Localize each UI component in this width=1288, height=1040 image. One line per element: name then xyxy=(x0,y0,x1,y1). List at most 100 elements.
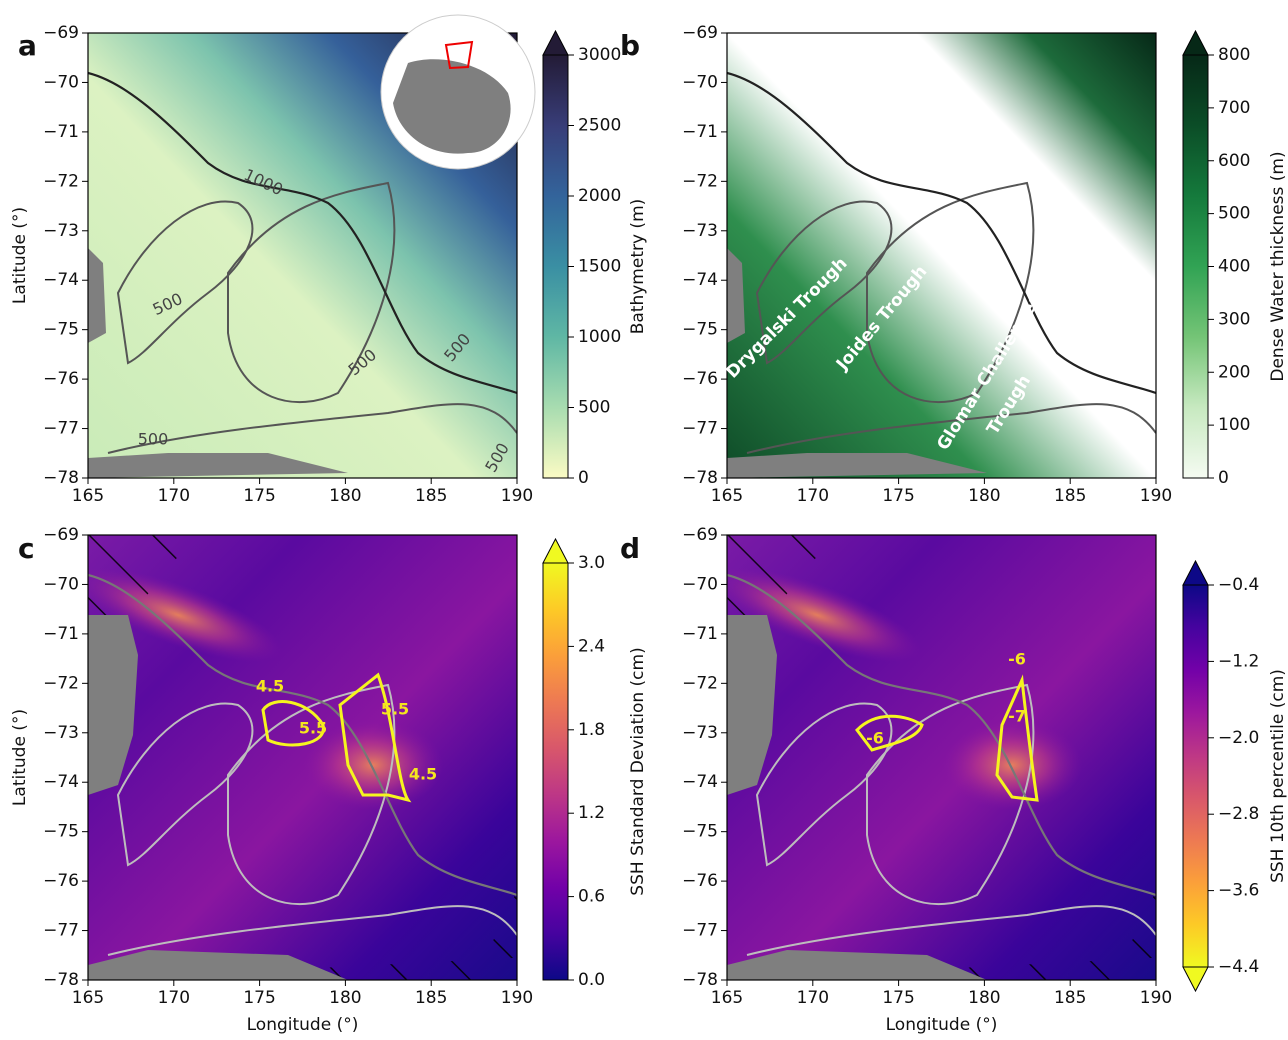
inset-box xyxy=(444,40,474,70)
x-tick-label: 170 xyxy=(797,486,829,506)
x-tick-label: 175 xyxy=(882,988,914,1008)
colorbar-tick-label: −2.0 xyxy=(1218,728,1259,748)
colorbar-tick-label: 1500 xyxy=(578,257,621,277)
colorbar-tick-label: 0 xyxy=(1218,468,1229,488)
frame xyxy=(87,534,518,981)
x-tick-label: 190 xyxy=(1140,486,1172,506)
colorbar-tick-label: 0.0 xyxy=(578,970,605,990)
map-body xyxy=(88,535,517,980)
colorbar-tick-label: 0.6 xyxy=(578,887,605,907)
x-tick-label: 185 xyxy=(1054,486,1086,506)
x-tick-label: 185 xyxy=(415,988,447,1008)
map-body xyxy=(727,33,1156,478)
colorbar-tick-label: 2000 xyxy=(578,186,621,206)
y-tick-label: −71 xyxy=(682,122,718,142)
colorbar-tick-label: 3.0 xyxy=(578,553,605,573)
map-background xyxy=(727,33,1156,478)
ssh-hotspot xyxy=(942,720,1082,810)
x-axis-label: Longitude (°) xyxy=(247,1015,359,1035)
yellow-contour xyxy=(995,674,1039,802)
x-axis-label: Longitude (°) xyxy=(886,1015,998,1035)
y-tick-label: −77 xyxy=(43,419,79,439)
y-tick-label: −74 xyxy=(682,270,718,290)
y-tick-label: −71 xyxy=(43,624,79,644)
colorbar-extend xyxy=(1182,966,1209,993)
y-tick-label: −76 xyxy=(682,871,718,891)
x-tick-label: 165 xyxy=(72,988,104,1008)
y-tick-label: −77 xyxy=(682,419,718,439)
contour-label: -6 xyxy=(866,729,884,748)
x-tick-label: 165 xyxy=(711,486,743,506)
x-tick-label: 190 xyxy=(501,486,533,506)
colorbar xyxy=(1182,584,1209,968)
colorbar-tick-label: 1.8 xyxy=(578,720,605,740)
contour-label: 4.5 xyxy=(409,765,437,784)
y-tick-label: −76 xyxy=(43,369,79,389)
x-tick-label: 170 xyxy=(158,988,190,1008)
x-tick-label: 165 xyxy=(711,988,743,1008)
y-tick-label: −70 xyxy=(682,72,718,92)
land xyxy=(727,615,987,980)
y-tick-label: −72 xyxy=(682,171,718,191)
y-tick-label: −72 xyxy=(43,673,79,693)
x-tick-label: 180 xyxy=(329,486,361,506)
frame xyxy=(726,32,1157,479)
panel-letter: a xyxy=(18,29,37,62)
colorbar-tick-label: 2.4 xyxy=(578,636,605,656)
y-tick-label: −77 xyxy=(43,921,79,941)
x-tick-label: 190 xyxy=(1140,988,1172,1008)
x-tick-label: 190 xyxy=(501,988,533,1008)
contour-label: 5.5 xyxy=(299,719,327,738)
colorbar-tick-label: 600 xyxy=(1218,151,1250,171)
y-tick-label: −74 xyxy=(43,270,79,290)
x-tick-label: 175 xyxy=(882,486,914,506)
y-tick-label: −77 xyxy=(682,921,718,941)
y-tick-label: −78 xyxy=(43,468,79,488)
y-tick-label: −75 xyxy=(682,320,718,340)
colorbar-tick-label: 100 xyxy=(1218,415,1250,435)
colorbar-tick-label: −0.4 xyxy=(1218,575,1259,595)
colorbar-tick-label: 2500 xyxy=(578,116,621,136)
colorbar-tick-label: −1.2 xyxy=(1218,651,1259,671)
panel-letter: d xyxy=(620,532,640,565)
y-tick-label: −69 xyxy=(43,525,79,545)
ssh-hotspot xyxy=(303,720,443,810)
contour-label: 5.5 xyxy=(381,700,409,719)
x-tick-label: 175 xyxy=(243,486,275,506)
contour-label: 4.5 xyxy=(256,677,284,696)
contour-label: -6 xyxy=(1008,650,1026,669)
y-tick-label: −73 xyxy=(682,221,718,241)
y-tick-label: −76 xyxy=(43,871,79,891)
map xyxy=(87,534,518,981)
colorbar-extend xyxy=(1182,29,1209,56)
x-tick-label: 180 xyxy=(329,988,361,1008)
colorbar-tick-label: 0 xyxy=(578,468,589,488)
inset-continent xyxy=(393,59,511,154)
y-tick-label: −78 xyxy=(43,970,79,990)
colorbar-tick-label: −3.6 xyxy=(1218,881,1259,901)
y-tick-label: −70 xyxy=(43,574,79,594)
y-tick-label: −72 xyxy=(43,171,79,191)
map-body xyxy=(727,535,1156,980)
colorbar-tick-label: 200 xyxy=(1218,362,1250,382)
y-tick-label: −70 xyxy=(43,72,79,92)
y-axis-label: Latitude (°) xyxy=(10,709,30,806)
x-tick-label: 175 xyxy=(243,988,275,1008)
y-tick-label: −73 xyxy=(43,221,79,241)
y-axis-label: Latitude (°) xyxy=(10,207,30,304)
colorbar-tick-label: 800 xyxy=(1218,45,1250,65)
colorbar-extend xyxy=(542,29,569,56)
y-tick-label: −71 xyxy=(682,624,718,644)
frame xyxy=(87,32,518,479)
colorbar-tick-label: −2.8 xyxy=(1218,804,1259,824)
colorbar xyxy=(542,562,569,981)
yellow-contour xyxy=(338,672,412,803)
y-tick-label: −69 xyxy=(43,23,79,43)
y-tick-label: −72 xyxy=(682,673,718,693)
colorbar-tick-label: 1.2 xyxy=(578,803,605,823)
y-tick-label: −75 xyxy=(43,822,79,842)
yellow-contour xyxy=(855,714,924,752)
colorbar xyxy=(1182,54,1209,479)
colorbar-label: Dense Water thickness (m) xyxy=(1268,151,1288,381)
